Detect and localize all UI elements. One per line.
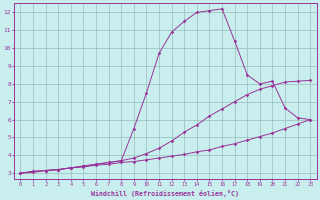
- X-axis label: Windchill (Refroidissement éolien,°C): Windchill (Refroidissement éolien,°C): [91, 190, 239, 197]
